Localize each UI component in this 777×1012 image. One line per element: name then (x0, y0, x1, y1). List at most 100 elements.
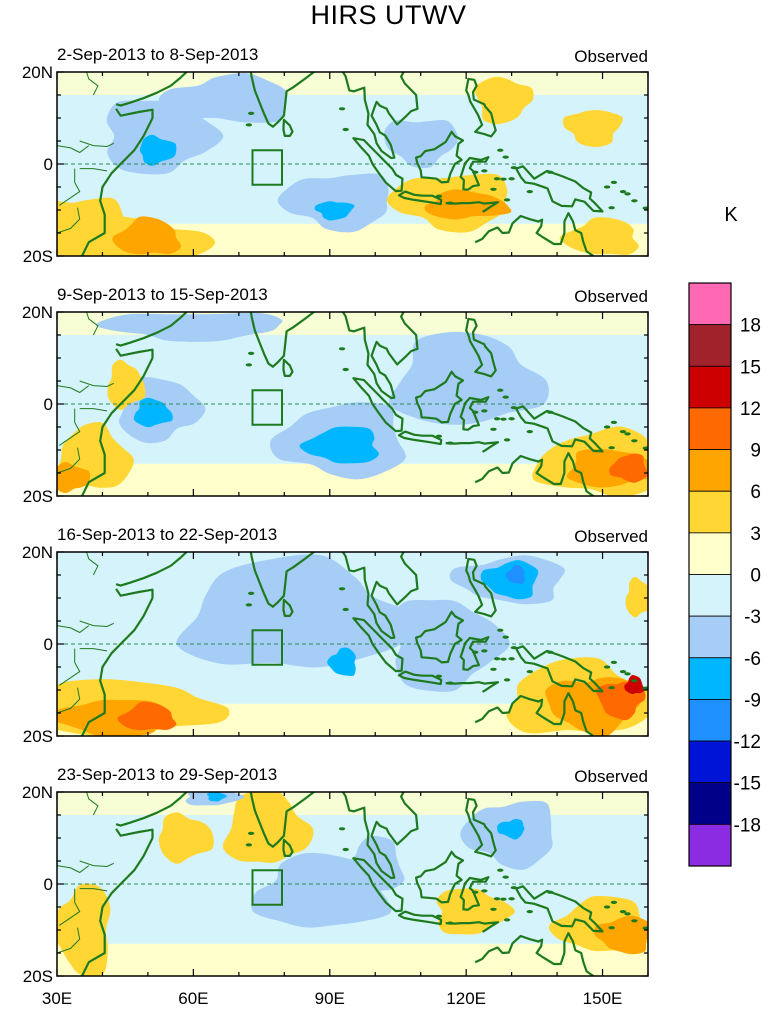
colorbar-swatch (688, 490, 732, 534)
anomaly-region (391, 599, 510, 692)
y-tick-label: 20N (22, 543, 53, 562)
island (245, 843, 253, 847)
island (508, 897, 515, 901)
coastline (341, 72, 419, 160)
island (493, 417, 501, 421)
anomaly-region (327, 647, 356, 677)
y-tick-label: 20S (23, 967, 53, 986)
anomaly-region (497, 819, 525, 840)
island (497, 628, 504, 632)
island (481, 889, 488, 893)
island (481, 649, 488, 653)
island (624, 672, 631, 676)
panel-label: Observed (574, 47, 648, 66)
island (547, 410, 554, 414)
country-borders (57, 312, 115, 474)
border (59, 168, 81, 206)
figure-title: HIRS UTWV (310, 0, 467, 30)
coastline (397, 910, 443, 926)
border (79, 648, 108, 652)
coastline (249, 552, 316, 608)
y-tick-label: 20N (22, 783, 53, 802)
border (79, 860, 115, 868)
island (472, 170, 479, 174)
island (619, 910, 627, 914)
island (510, 646, 518, 650)
island (526, 670, 533, 674)
coastline (115, 72, 188, 107)
border (57, 207, 81, 234)
island (610, 660, 618, 665)
island (508, 417, 515, 421)
island (481, 169, 488, 173)
coastline (282, 118, 294, 137)
island (497, 388, 504, 392)
anomaly-region (158, 812, 214, 864)
island (500, 417, 507, 421)
border (79, 888, 108, 892)
island (500, 177, 507, 181)
coastline (474, 212, 595, 256)
island (503, 678, 511, 682)
island (624, 192, 631, 196)
border (79, 140, 115, 148)
island (619, 190, 627, 194)
island (503, 198, 511, 202)
island (490, 907, 497, 911)
anomaly-field (57, 792, 648, 976)
island (547, 890, 554, 894)
coastline (249, 312, 316, 368)
island (526, 430, 533, 434)
border (57, 865, 90, 874)
country-borders (57, 552, 115, 714)
panel-label: Observed (574, 767, 648, 786)
x-tick-label: 90E (315, 989, 345, 1008)
anomaly-region (176, 554, 418, 668)
coastline (115, 792, 188, 827)
island (342, 607, 349, 612)
island (447, 921, 454, 925)
island (503, 918, 511, 922)
island (603, 665, 611, 669)
coastlines (81, 312, 604, 496)
coastline (465, 557, 497, 618)
coastlines (81, 552, 604, 736)
island (510, 886, 518, 890)
island (624, 432, 631, 436)
island (510, 166, 518, 170)
border (57, 927, 81, 954)
coastline (459, 396, 490, 431)
x-tick-label: 30E (42, 989, 72, 1008)
coastline (459, 636, 490, 671)
anomaly-region (559, 217, 639, 255)
colorbar-swatch (688, 740, 732, 784)
island (447, 441, 454, 445)
island (500, 657, 507, 661)
border (86, 72, 99, 96)
coastline (445, 921, 500, 933)
coastline (415, 610, 465, 664)
axis-ticks (56, 311, 649, 497)
anomaly-field (57, 552, 648, 736)
border (86, 312, 99, 336)
colorbar-label: 12 (740, 399, 761, 420)
anomaly-region (424, 189, 512, 220)
map-panel-1: 20N 0 20S 2-Sep-2013 to 8-Sep-2013 Observed (22, 45, 649, 266)
colorbar-label: -18 (734, 815, 761, 836)
panel-date-range: 23-Sep-2013 to 29-Sep-2013 (57, 765, 277, 784)
colorbar-swatch (688, 449, 732, 492)
coastline (352, 137, 404, 193)
coastline (352, 377, 404, 433)
coastline (282, 838, 294, 857)
colorbar-swatch (688, 699, 732, 742)
anomaly-region (505, 564, 525, 584)
island (435, 914, 443, 918)
border (59, 888, 81, 926)
island (447, 681, 454, 685)
island (497, 148, 504, 152)
y-tick-label: 20S (23, 487, 53, 506)
anomaly-region (299, 426, 380, 464)
anomaly-region (107, 359, 146, 411)
border (57, 447, 81, 474)
colorbar-swatch (688, 407, 732, 450)
